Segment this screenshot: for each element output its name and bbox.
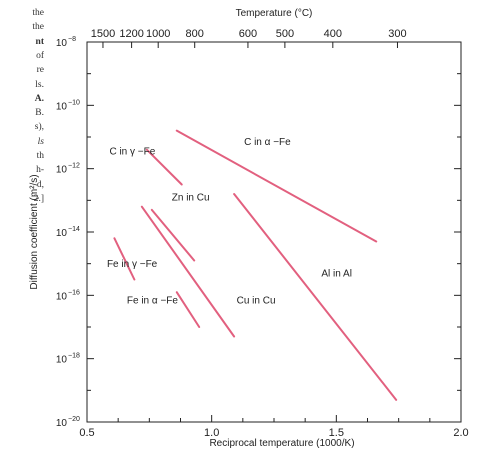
- y-tick-exponent: −20: [68, 416, 80, 423]
- y-tick-label: 10: [56, 355, 68, 366]
- caption-line: ls: [37, 136, 44, 147]
- series-line: [233, 193, 398, 401]
- y-tick-exponent: −12: [68, 163, 80, 170]
- plot-frame: [86, 41, 462, 423]
- x-tick-label: 1.5: [329, 427, 344, 439]
- caption-line: th: [36, 151, 44, 161]
- series-label: Al in Al: [321, 268, 352, 279]
- y-axis-title: Diffusion coefficient (m²/s): [29, 174, 40, 289]
- bottom-axis: 0.5 1.0 1.5 2.0: [79, 415, 469, 439]
- top-tick-label: 1500: [91, 28, 115, 40]
- series-line: [150, 208, 196, 262]
- x-axis-title: Reciprocal temperature (1000/K): [209, 438, 354, 449]
- top-tick-label: 1200: [119, 28, 143, 40]
- y-tick-exponent: −14: [68, 226, 80, 233]
- caption-line: ls.: [35, 79, 44, 90]
- y-tick-base: 10: [56, 355, 68, 366]
- top-tick-label: 400: [324, 28, 342, 40]
- caption-line: nt: [35, 36, 44, 47]
- series-lines: [113, 129, 398, 401]
- y-tick-label: 10: [56, 228, 68, 239]
- y-tick-exponent: −18: [68, 353, 80, 360]
- caption-line: re: [36, 65, 44, 76]
- x-tick-label: 1.0: [204, 427, 219, 439]
- series-label: Cu in Cu: [237, 295, 276, 306]
- y-tick-base: 10: [56, 38, 68, 49]
- y-tick-base: 10: [56, 228, 68, 239]
- top-tick-label: 1000: [146, 28, 170, 40]
- top-tick-label: 800: [186, 28, 204, 40]
- caption-line: B.: [35, 108, 44, 119]
- y-tick-label: 10: [56, 101, 68, 112]
- y-tick-exponent: −8: [68, 36, 76, 43]
- top-axis: 1500 1200 1000 800 600 500 400 300: [91, 28, 407, 48]
- y-tick-label: 10: [56, 418, 68, 429]
- y-tick-label: 10: [56, 165, 68, 176]
- series-labels: C in α −Fe C in γ −Fe Zn in Cu Fe in γ −Fe F…: [107, 137, 352, 306]
- caption-line: d,: [36, 179, 44, 190]
- series-line: [145, 148, 183, 186]
- caption-line: s),: [34, 122, 44, 133]
- series-label: C in α −Fe: [244, 137, 291, 148]
- series-label: C in γ −Fe: [109, 146, 155, 157]
- series-line: [175, 129, 378, 243]
- y-tick-base: 10: [56, 101, 68, 112]
- top-axis-title: Temperature (°C): [236, 8, 313, 19]
- caption-line: the: [32, 8, 44, 18]
- caption-line: h-: [36, 165, 44, 176]
- caption-line: of: [36, 50, 44, 61]
- series-label: Zn in Cu: [172, 192, 210, 203]
- caption-line: the: [32, 22, 44, 33]
- x-tick-label: 2.0: [453, 427, 468, 439]
- series-line: [113, 237, 136, 281]
- y-tick-base: 10: [56, 291, 68, 302]
- y-tick-exponent: −16: [68, 289, 80, 296]
- top-tick-label: 600: [239, 28, 257, 40]
- series-label: Fe in γ −Fe: [107, 259, 158, 270]
- y-tick-base: 10: [56, 165, 68, 176]
- y-tick-base: 10: [56, 418, 68, 429]
- series-line: [175, 291, 201, 328]
- series-label: Fe in α −Fe: [127, 295, 179, 306]
- caption-line: A.: [34, 93, 44, 104]
- y-tick-label: 10: [56, 291, 68, 302]
- caption-line: 2.]: [33, 193, 44, 204]
- y-tick-exponent: −10: [68, 99, 80, 106]
- series-line: [140, 205, 236, 338]
- top-tick-label: 300: [388, 28, 406, 40]
- top-tick-label: 500: [276, 28, 294, 40]
- y-tick-label: 10: [56, 38, 68, 49]
- x-tick-label: 0.5: [79, 427, 94, 439]
